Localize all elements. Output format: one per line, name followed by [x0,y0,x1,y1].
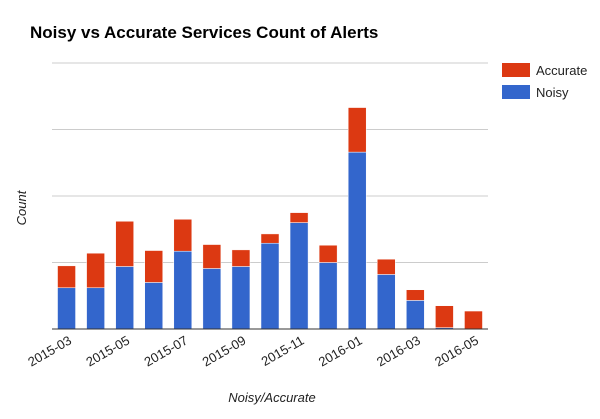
legend-swatch-noisy [502,85,530,99]
bar-accurate-2015-09 [231,249,251,267]
legend-item-noisy: Noisy [502,85,569,100]
chart-title: Noisy vs Accurate Services Count of Aler… [30,23,378,42]
bar-noisy-2015-11 [289,222,309,330]
bar-accurate-2016-02 [377,258,396,275]
legend-label-accurate: Accurate [536,63,587,78]
y-axis-label: Count [14,189,29,225]
x-tick-label: 2016-03 [374,333,423,370]
x-tick-labels: 2015-03 2015-05 2015-07 2015-09 2015-11 2016-… [25,333,481,370]
bar-noisy-2016-03 [406,300,425,330]
x-tick-label: 2016-01 [316,333,365,370]
x-tick-label: 2015-07 [141,333,190,370]
bar-accurate-2015-12 [318,244,338,263]
x-tick-label: 2015-05 [83,333,132,370]
bar-accurate-2016-03 [406,289,425,301]
bar-noisy-2015-10 [260,242,280,330]
legend-item-accurate: Accurate [502,63,587,78]
legend-label-noisy: Noisy [536,85,569,100]
x-tick-label: 2015-09 [200,333,249,370]
legend-swatch-accurate [502,63,530,77]
bar-noisy-2016-02 [377,274,396,330]
bar-accurate-2015-11 [289,212,309,223]
bar-noisy-2016-01 [347,151,367,330]
bar-accurate-2015-03 [57,265,76,289]
bar-accurate-2016-04 [435,305,454,328]
bar-accurate-2016-01 [347,107,367,153]
bar-noisy-2015-06 [144,282,163,330]
bar-accurate-2015-05 [115,221,134,267]
bar-accurate-2015-04 [86,252,105,289]
bar-noisy-2015-03 [57,287,76,330]
bar-noisy-2015-09 [231,266,251,330]
bar-accurate-2015-07 [173,219,193,252]
bar-accurate-2015-08 [202,244,222,269]
bar-accurate-2015-10 [260,233,280,244]
x-axis-label: Noisy/Accurate [228,390,315,405]
bar-accurate-2016-05 [464,310,483,330]
bar-noisy-2015-12 [318,262,338,330]
x-tick-label: 2015-11 [259,333,307,369]
x-tick-label: 2015-03 [25,333,74,370]
bar-accurate-2015-06 [144,250,163,283]
legend: Accurate Noisy [502,63,587,100]
x-tick-label: 2016-05 [432,333,481,370]
bars [57,107,483,330]
bar-noisy-2015-05 [115,266,134,330]
bar-noisy-2015-07 [173,250,193,330]
bar-noisy-2015-04 [86,287,105,330]
bar-noisy-2015-08 [202,268,222,330]
